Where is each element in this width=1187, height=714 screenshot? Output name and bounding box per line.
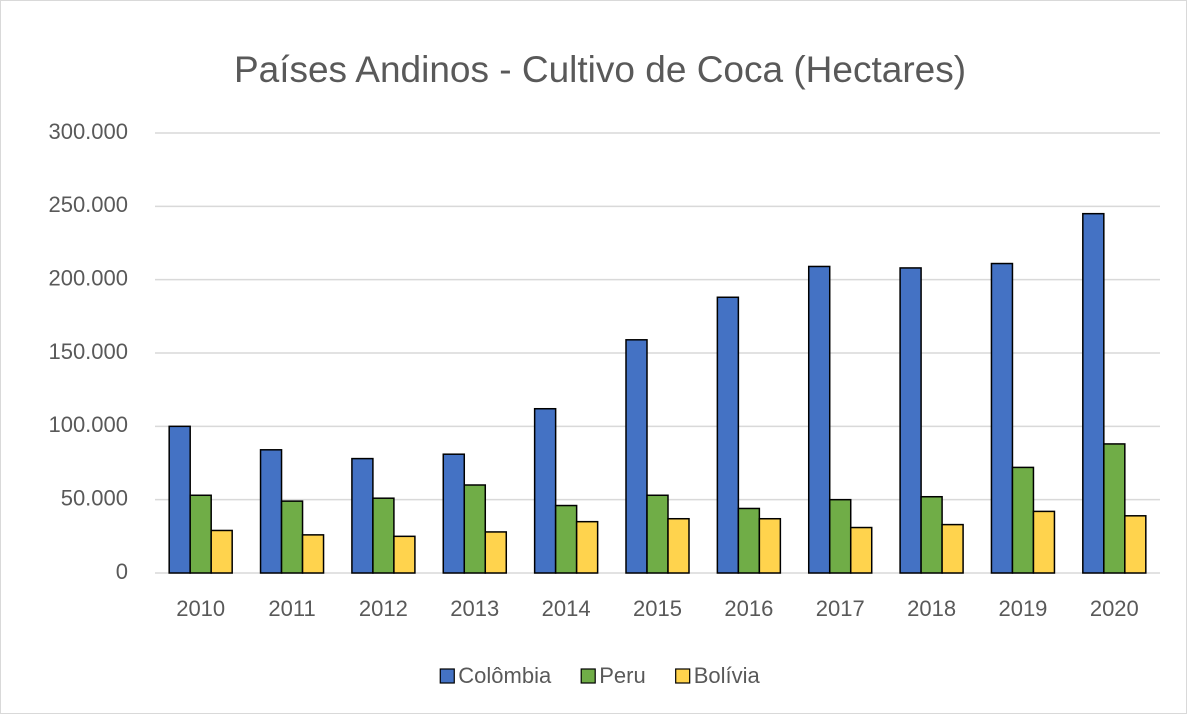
y-tick-label: 50.000 — [61, 485, 128, 510]
x-tick-label: 2015 — [633, 596, 682, 621]
x-tick-label: 2012 — [359, 596, 408, 621]
legend-label: Peru — [599, 663, 645, 688]
bar — [758, 517, 782, 574]
bar — [280, 500, 304, 574]
bar — [1011, 466, 1035, 574]
bar — [941, 523, 964, 574]
bar — [625, 339, 648, 574]
bar — [807, 265, 831, 574]
legend-swatch — [675, 668, 691, 684]
x-tick-label: 2011 — [268, 596, 315, 621]
bar — [849, 526, 873, 574]
x-tick-label: 2010 — [176, 596, 225, 621]
bar — [168, 425, 191, 574]
y-tick-label: 250.000 — [48, 192, 128, 217]
bar — [1082, 212, 1105, 574]
chart-title: Países Andinos - Cultivo de Coca (Hectar… — [234, 49, 966, 90]
bar — [1124, 515, 1147, 574]
bar — [463, 484, 487, 574]
y-tick-label: 300.000 — [48, 119, 128, 144]
x-tick-label: 2018 — [907, 596, 956, 621]
x-tick-label: 2020 — [1090, 596, 1139, 621]
bar — [737, 507, 761, 574]
legend-label: Bolívia — [694, 663, 761, 688]
bar — [554, 504, 578, 574]
y-tick-label: 100.000 — [48, 412, 128, 437]
bar — [575, 520, 599, 574]
x-tick-label: 2019 — [998, 596, 1047, 621]
bar — [646, 494, 669, 574]
bar — [1103, 443, 1126, 574]
y-tick-label: 200.000 — [48, 265, 128, 290]
bar — [301, 534, 325, 574]
bar — [484, 531, 508, 574]
bar — [920, 495, 943, 574]
bar — [189, 494, 212, 574]
bar — [1032, 510, 1056, 574]
bar — [372, 497, 395, 574]
legend-swatch — [580, 668, 596, 684]
x-tick-label: 2016 — [724, 596, 773, 621]
bar — [667, 517, 690, 574]
bar — [351, 457, 374, 574]
bar — [899, 267, 922, 574]
bar — [393, 535, 416, 574]
legend-label: Colômbia — [458, 663, 552, 688]
bar — [533, 407, 557, 574]
y-tick-label: 150.000 — [48, 339, 128, 364]
bar — [990, 262, 1014, 574]
x-tick-label: 2017 — [816, 596, 865, 621]
bar — [259, 449, 283, 574]
x-tick-label: 2013 — [450, 596, 499, 621]
x-tick-label: 2014 — [542, 596, 591, 621]
y-tick-label: 0 — [116, 559, 128, 584]
legend-swatch — [439, 668, 455, 684]
bar — [828, 498, 852, 574]
bar — [442, 453, 466, 574]
bar — [210, 529, 233, 574]
bar — [716, 296, 740, 574]
